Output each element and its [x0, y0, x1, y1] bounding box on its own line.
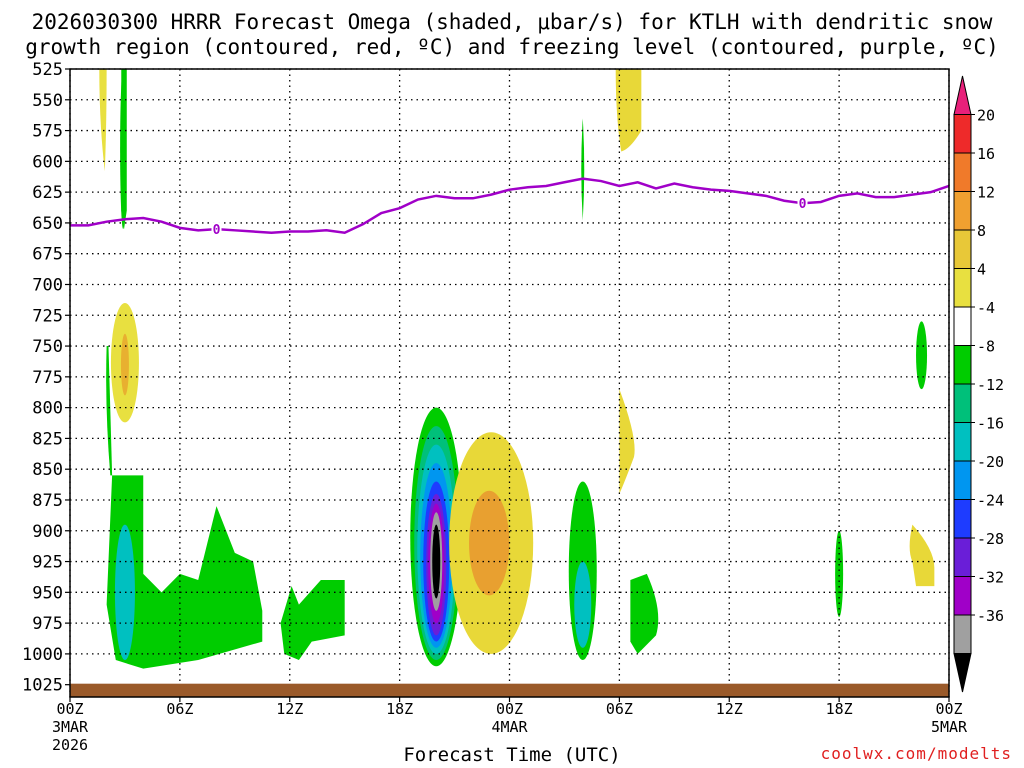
colorbar-swatch	[953, 383, 972, 423]
y-tick-label: 675	[32, 245, 63, 265]
y-tick-label: 550	[32, 91, 63, 111]
y-tick-label: 800	[32, 399, 63, 419]
colorbar-swatch	[953, 306, 972, 346]
colorbar-label: -12	[977, 376, 1004, 394]
colorbar-label: -24	[977, 492, 1004, 510]
y-tick-label: 600	[32, 152, 63, 172]
colorbar-label: -36	[977, 607, 1004, 625]
colorbar-swatch	[953, 499, 972, 539]
omega-fill	[120, 333, 129, 396]
y-tick-label: 700	[32, 275, 63, 295]
y-tick-label: 775	[32, 368, 63, 388]
x-tick-label: 18Z	[826, 700, 853, 718]
x-tick-label: 12Z	[276, 700, 303, 718]
freezing-level-label: 0	[213, 223, 221, 238]
colorbar-swatch	[953, 614, 972, 654]
omega-fill	[619, 389, 635, 494]
colorbar-swatch	[953, 422, 972, 462]
colorbar-label: -20	[977, 453, 1004, 471]
omega-fill	[916, 321, 928, 390]
colorbar-swatch	[953, 152, 972, 192]
y-tick-label: 725	[32, 306, 63, 326]
x-tick-label: 12Z	[716, 700, 743, 718]
y-tick-label: 1000	[22, 645, 63, 665]
x-tick-label: 3MAR	[52, 718, 89, 736]
y-tick-label: 850	[32, 460, 63, 480]
x-tick-label: 06Z	[606, 700, 633, 718]
omega-fill	[909, 524, 935, 587]
y-tick-label: 925	[32, 553, 63, 573]
omega-fill	[106, 346, 113, 476]
x-tick-label: 4MAR	[491, 718, 528, 736]
colorbar-swatch	[953, 191, 972, 231]
freezing-level-label-bg	[211, 222, 222, 237]
omega-fill	[581, 118, 585, 221]
colorbar-swatch	[953, 576, 972, 616]
omega-fill	[615, 69, 642, 152]
y-tick-label: 575	[32, 122, 63, 142]
axes: 525 550 575 600 625 650 675 700 725 750 775 800 825 8…	[22, 60, 968, 754]
x-tick-label: 2026	[52, 736, 88, 754]
colorbar-swatch	[953, 460, 972, 500]
omega-fill	[469, 490, 510, 596]
freezing-level-label: 0	[799, 197, 807, 212]
omega-fill	[835, 530, 844, 617]
colorbar-label: 20	[977, 107, 995, 125]
y-tick-label: 875	[32, 491, 63, 511]
colorbar: 20 16 12 8 4 -4 -8 -12 -16 -20 -24 -28 -32 -36	[953, 75, 1004, 693]
omega-fill	[106, 475, 263, 669]
chart-title-line-1: 2026030300 HRRR Forecast Omega (shaded, …	[31, 10, 993, 34]
colorbar-label: 12	[977, 184, 995, 202]
colorbar-label: -32	[977, 569, 1004, 587]
omega-fill	[121, 69, 127, 230]
colorbar-label: -8	[977, 338, 995, 356]
y-tick-label: 625	[32, 183, 63, 203]
colorbar-label: -4	[977, 299, 995, 317]
colorbar-arrow-bottom	[953, 653, 972, 693]
y-tick-label: 975	[32, 614, 63, 634]
y-tick-label: 950	[32, 583, 63, 603]
y-tick-label: 1025	[22, 676, 63, 696]
colorbar-swatch	[953, 345, 972, 385]
colorbar-label: 8	[977, 222, 986, 240]
y-tick-label: 650	[32, 214, 63, 234]
y-tick-label: 825	[32, 429, 63, 449]
colorbar-label: -28	[977, 530, 1004, 548]
chart-title-line-2: growth region (contoured, red, ºC) and f…	[25, 35, 999, 59]
colorbar-swatch	[953, 268, 972, 308]
omega-shaded-fills	[99, 69, 935, 669]
omega-fill	[630, 573, 659, 654]
colorbar-label: 16	[977, 145, 995, 163]
y-tick-label: 750	[32, 337, 63, 357]
omega-fill	[99, 69, 107, 172]
credit-text: coolwx.com/modelts	[820, 744, 1012, 763]
x-tick-label: 18Z	[386, 700, 413, 718]
x-axis-title: Forecast Time (UTC)	[403, 744, 621, 766]
x-tick-label: 00Z	[496, 700, 523, 718]
omega-fill	[574, 561, 592, 648]
colorbar-swatch	[953, 229, 972, 269]
omega-fill	[280, 580, 345, 661]
x-tick-label: 5MAR	[931, 718, 968, 736]
colorbar-label: -16	[977, 415, 1004, 433]
omega-fill	[114, 524, 135, 661]
colorbar-arrow-top	[953, 75, 972, 115]
y-tick-label: 900	[32, 522, 63, 542]
x-tick-label: 00Z	[56, 700, 83, 718]
x-tick-label: 00Z	[935, 700, 962, 718]
terrain-band	[70, 683, 949, 697]
freezing-level-label-bg	[797, 196, 808, 211]
colorbar-swatch	[953, 537, 972, 577]
x-tick-label: 06Z	[166, 700, 193, 718]
omega-fill	[432, 524, 441, 599]
colorbar-swatch	[953, 114, 972, 154]
freezing-level-layer: 00	[70, 177, 950, 238]
terrain-layer	[70, 683, 949, 697]
freezing-level-line	[70, 177, 950, 235]
y-tick-label: 525	[32, 60, 63, 80]
colorbar-label: 4	[977, 261, 986, 279]
